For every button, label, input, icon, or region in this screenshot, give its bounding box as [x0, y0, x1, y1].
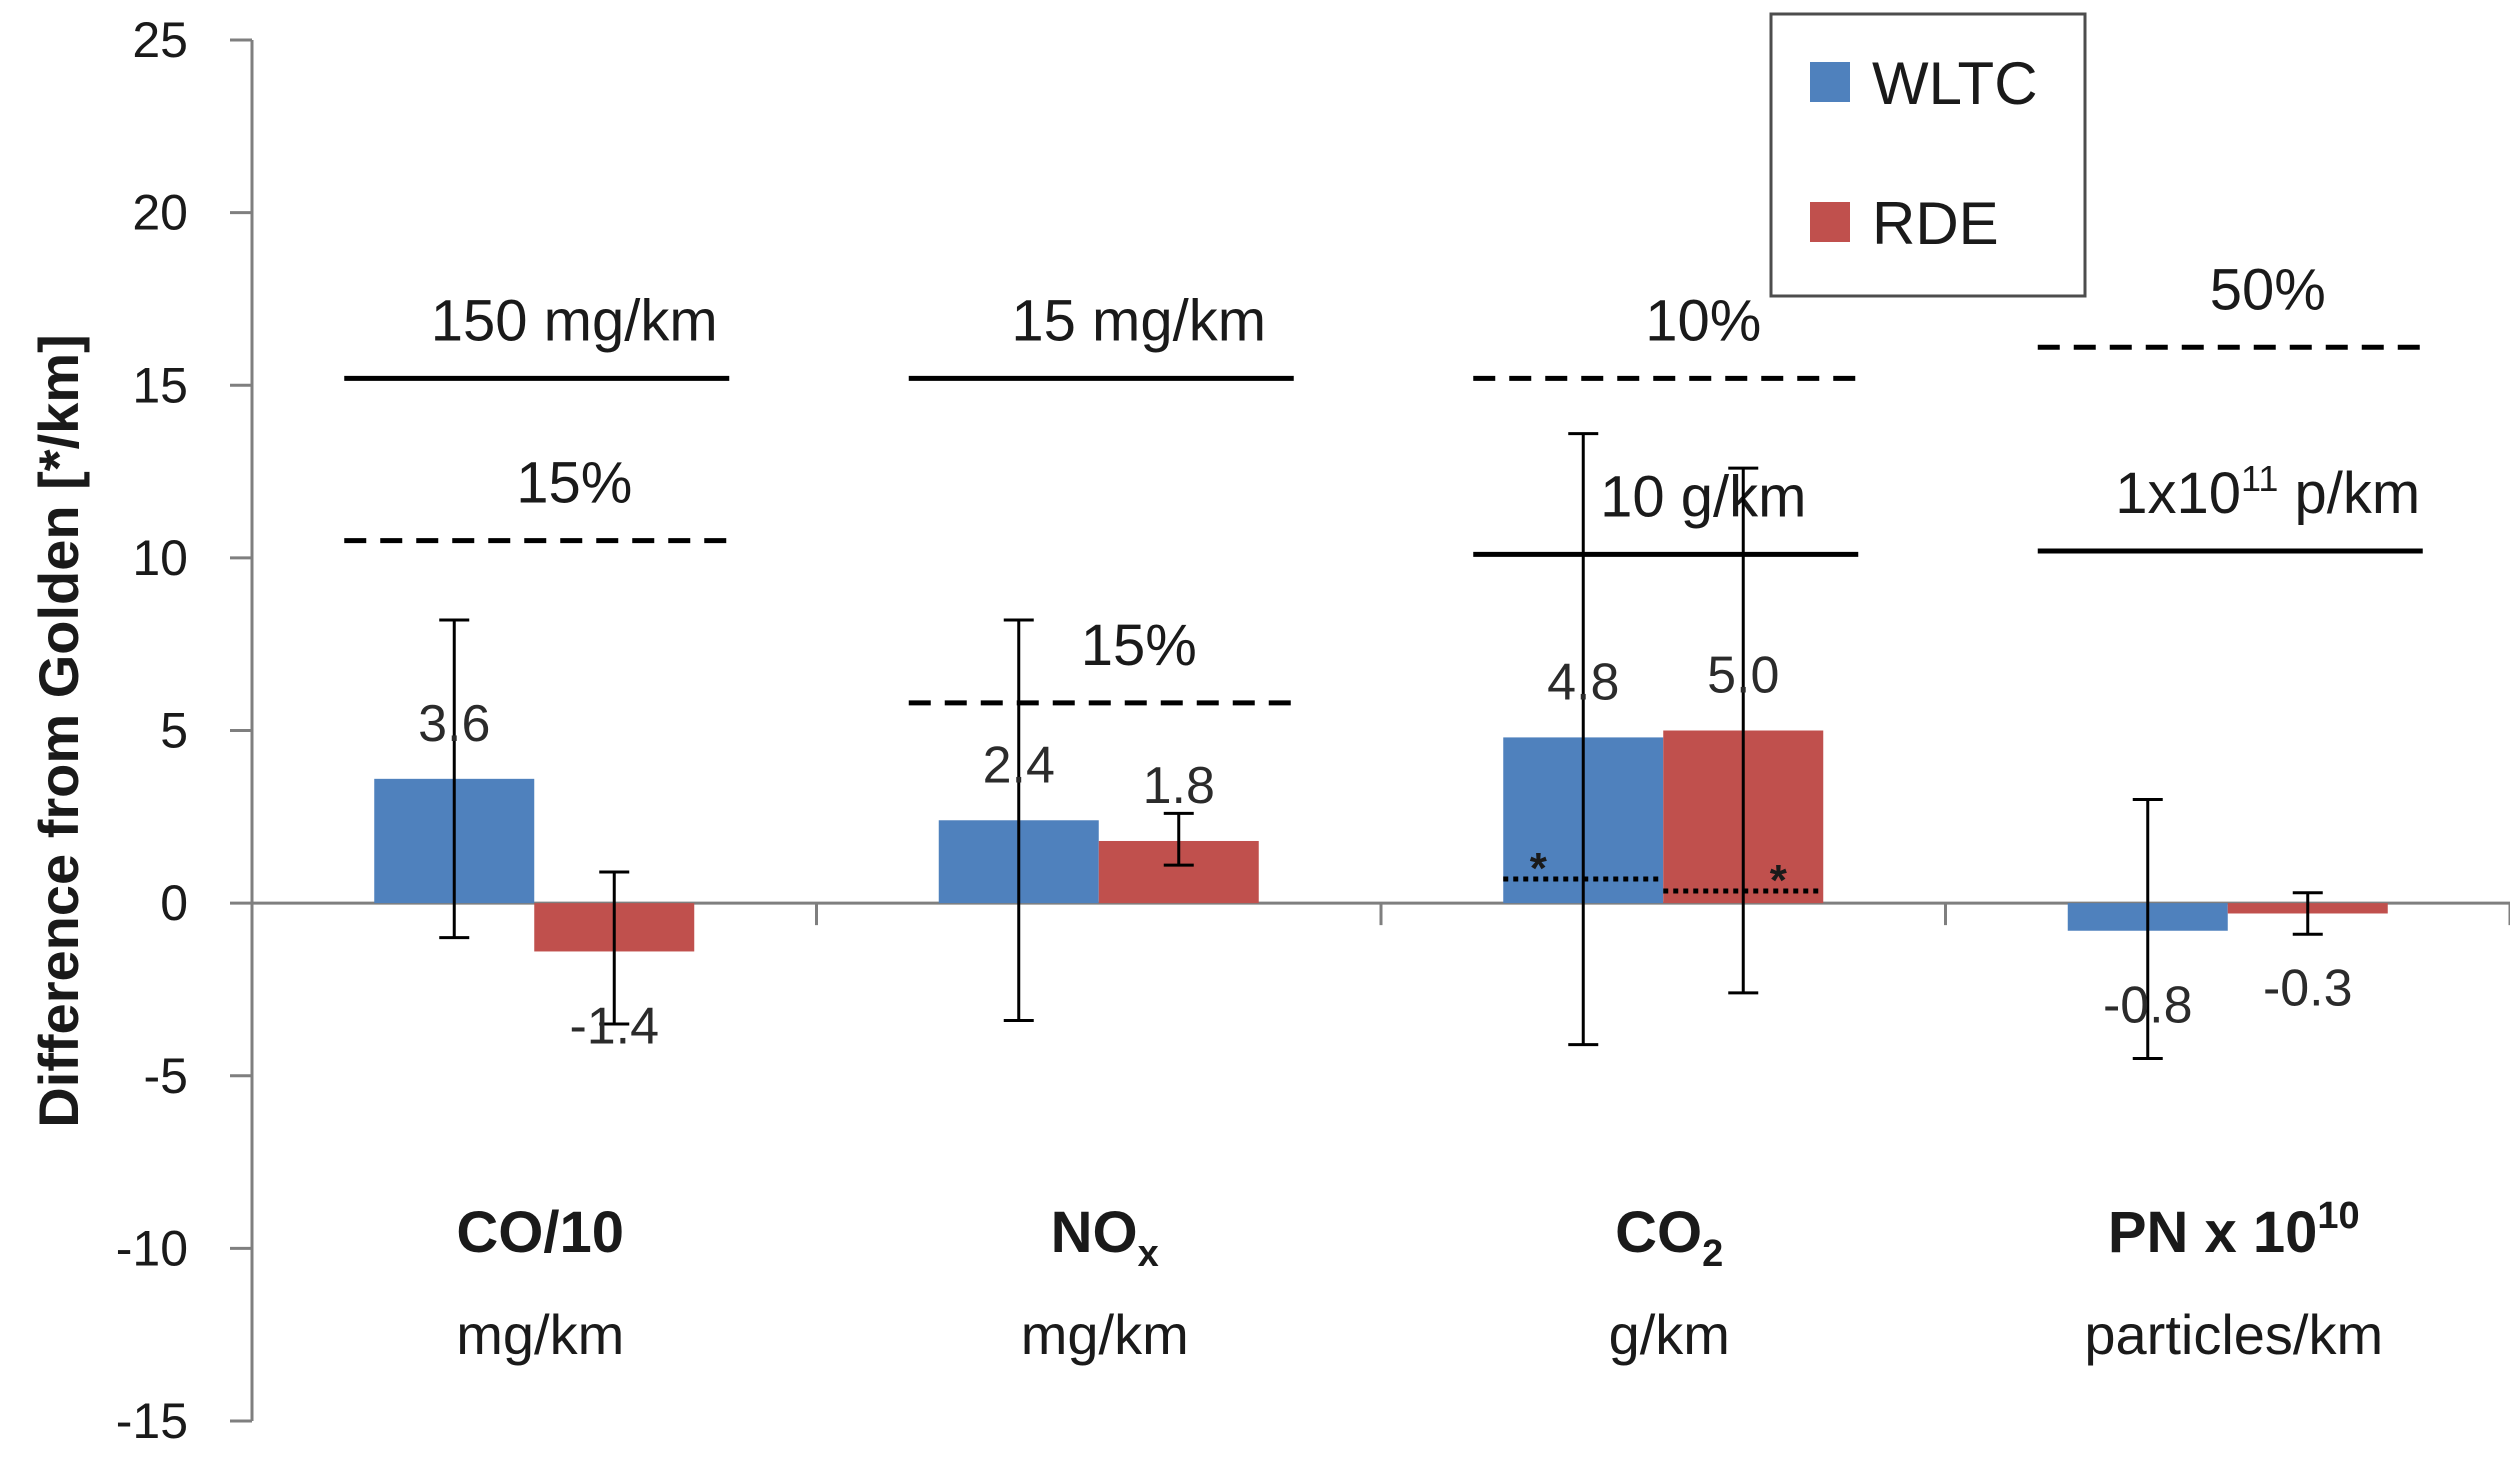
reference-marker: *	[1530, 844, 1548, 893]
data-label-wltc: 3.6	[418, 695, 490, 753]
category-label: PN x 1010	[2108, 1195, 2360, 1265]
limit-label: 15%	[516, 451, 632, 516]
data-label-rde: -0.3	[2263, 959, 2353, 1017]
category-label: CO/10	[456, 1200, 624, 1265]
category-labels: CO/10 mg/km NOx mg/km CO2 g/km PN x 1010 partic…	[456, 1195, 2383, 1366]
limit-label-suffix: p/km	[2278, 461, 2420, 526]
y-axis-title: Difference from Golden [*/km]	[27, 334, 90, 1127]
limit-label-text: 10%	[1645, 288, 1761, 353]
y-tick-label: 0	[160, 875, 188, 931]
data-labels: 3.6 2.4 4.8 -0.8 -1.4 1.8 5.0 -0.3	[418, 647, 2352, 1056]
data-label-wltc: 2.4	[983, 736, 1055, 794]
category-unit: particles/km	[2084, 1303, 2383, 1366]
limit-label: 1x1011 p/km	[2115, 458, 2420, 526]
category-name: CO	[1615, 1200, 1702, 1265]
category-name: NO	[1051, 1200, 1138, 1265]
category-name-sub: 2	[1702, 1233, 1723, 1275]
legend-swatch-wltc	[1810, 62, 1850, 102]
y-tick-label: 10	[132, 530, 188, 586]
category-label: CO2	[1615, 1200, 1723, 1275]
limit-label: 50%	[2210, 257, 2326, 322]
limit-label: 15 mg/km	[1011, 288, 1266, 353]
data-label-wltc: 4.8	[1547, 653, 1619, 711]
y-tick-label: -15	[116, 1393, 188, 1449]
limit-label: 10%	[1645, 288, 1761, 353]
y-tick-label: 5	[160, 703, 188, 759]
category-label: NOx	[1051, 1200, 1159, 1275]
limit-label-text: 50%	[2210, 257, 2326, 322]
category-unit: g/km	[1609, 1303, 1730, 1366]
y-tick-label: -10	[116, 1220, 188, 1276]
legend-swatch-rde	[1810, 202, 1850, 242]
legend-label-rde: RDE	[1872, 190, 1999, 257]
limit-label-text: 1x10	[2115, 461, 2241, 526]
category-name-sub: x	[1138, 1233, 1159, 1275]
category-unit: mg/km	[456, 1303, 624, 1366]
axes: 25 20 15 10 5 0 -5 -10 -15 Difference from Golden…	[27, 12, 2510, 1449]
limit-label-text: 15%	[516, 451, 632, 516]
limit-label: 150 mg/km	[431, 288, 718, 353]
data-label-rde: -1.4	[569, 997, 659, 1055]
reference-marker: *	[1770, 856, 1788, 905]
limit-lines: 150 mg/km 15% 15 mg/km 15% 10% 10 g/km 50% 1x10…	[344, 257, 2423, 706]
legend: WLTC RDE	[1769, 12, 2087, 298]
limit-label-text: 10 g/km	[1600, 464, 1806, 529]
category-name: CO/10	[456, 1200, 624, 1265]
y-tick-label: 20	[132, 185, 188, 241]
limit-label: 10 g/km	[1600, 464, 1806, 529]
limit-label-text: 15%	[1081, 613, 1197, 678]
limit-label: 15%	[1081, 613, 1197, 678]
data-label-rde: 1.8	[1143, 757, 1215, 815]
legend-box	[1769, 12, 2087, 298]
category-name-sup: 10	[2317, 1195, 2359, 1237]
data-label-wltc: -0.8	[2103, 977, 2193, 1035]
error-bars	[439, 432, 2323, 1060]
limit-label-text: 15 mg/km	[1011, 288, 1266, 353]
y-tick-label: 15	[132, 357, 188, 413]
data-label-rde: 5.0	[1707, 647, 1779, 705]
y-tick-label: 25	[132, 12, 188, 68]
limit-label-text: 150 mg/km	[431, 288, 718, 353]
legend-label-wltc: WLTC	[1872, 50, 2038, 117]
category-unit: mg/km	[1021, 1303, 1189, 1366]
category-name: PN x 10	[2108, 1200, 2318, 1265]
limit-label-sup: 11	[2241, 458, 2278, 499]
y-tick-label: -5	[144, 1048, 188, 1104]
